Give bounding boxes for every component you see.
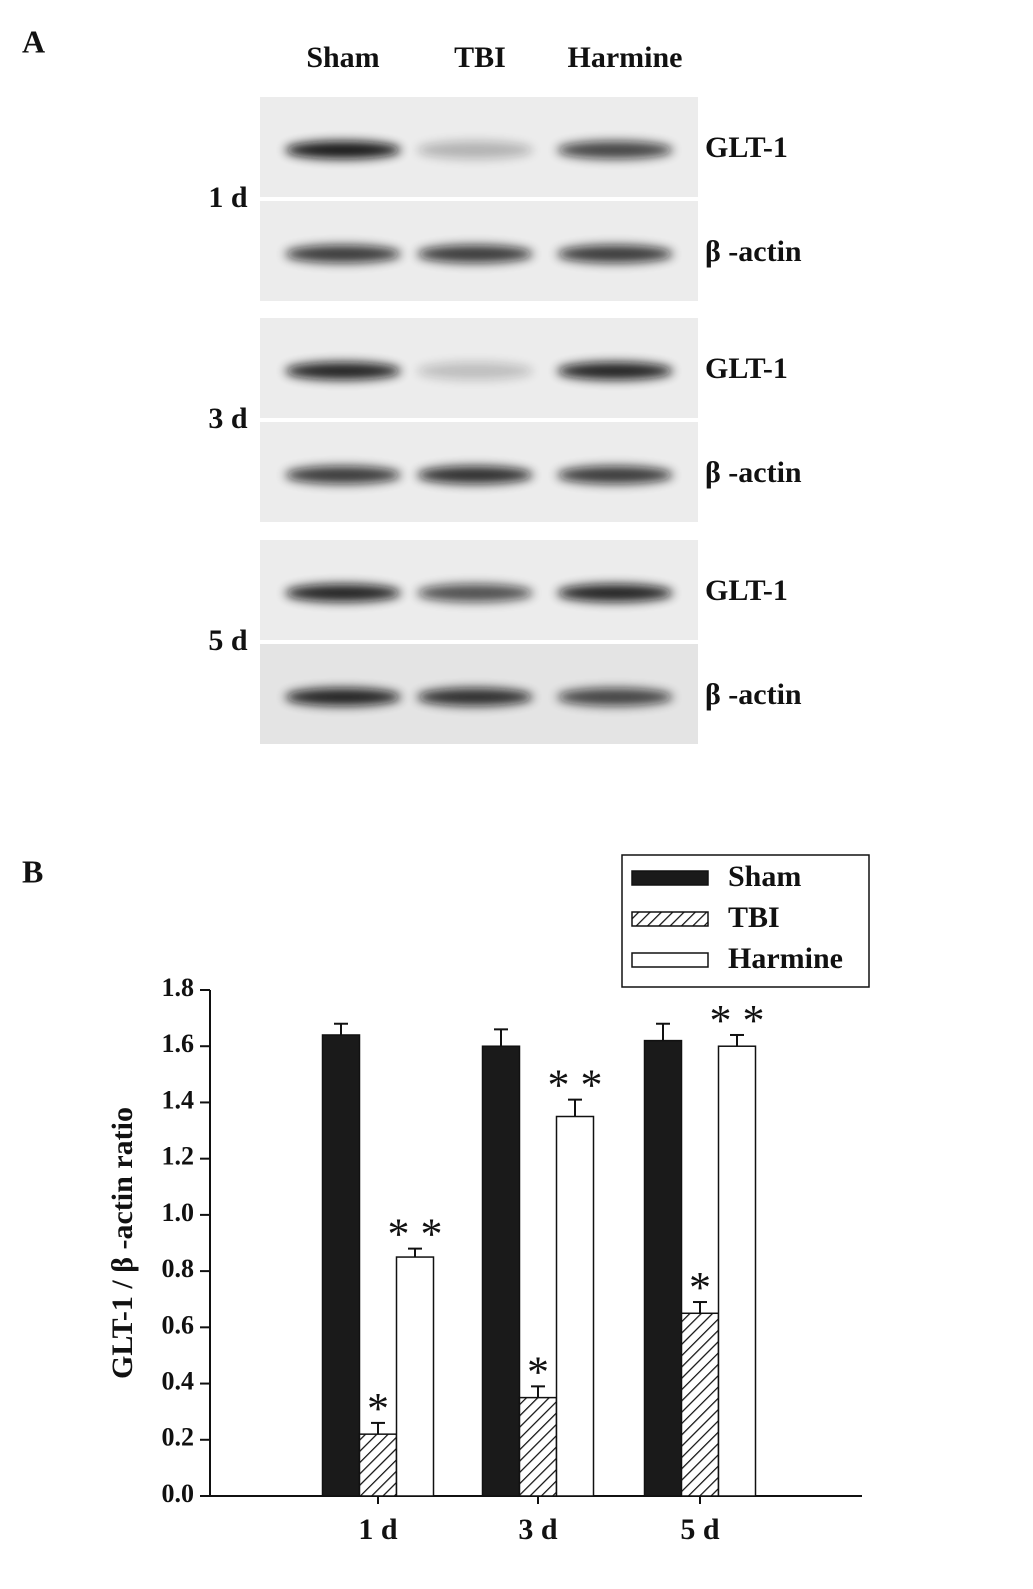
blot-band	[557, 688, 673, 706]
bar	[643, 1039, 683, 1497]
legend-label: TBI	[728, 901, 780, 934]
y-tick-label: 1.0	[162, 1198, 195, 1227]
blot-band	[557, 245, 673, 263]
legend-swatch	[631, 870, 709, 886]
protein-label: GLT-1	[705, 352, 788, 385]
y-tick-label: 0.2	[162, 1423, 195, 1452]
significance-mark: *	[689, 1263, 711, 1312]
y-tick-label: 1.4	[162, 1085, 195, 1114]
panel-label: B	[22, 853, 43, 889]
y-tick-label: 0.0	[162, 1479, 195, 1508]
legend-label: Harmine	[728, 942, 843, 975]
legend-swatch	[631, 952, 709, 968]
protein-label: β -actin	[705, 678, 802, 711]
blot-band	[557, 584, 673, 602]
protein-label: β -actin	[705, 235, 802, 268]
blot-band	[285, 362, 401, 380]
blot-band	[417, 245, 533, 263]
significance-mark: * *	[710, 996, 765, 1045]
y-tick-label: 0.4	[162, 1367, 195, 1396]
blot-band	[417, 584, 533, 602]
x-tick-label: 1 d	[358, 1513, 398, 1546]
significance-mark: *	[367, 1384, 389, 1433]
y-tick-label: 1.8	[162, 973, 195, 1002]
blot-band	[557, 466, 673, 484]
blot-band	[285, 688, 401, 706]
bar	[321, 1034, 361, 1497]
significance-mark: *	[527, 1347, 549, 1396]
timepoint-label: 3 d	[208, 402, 248, 435]
protein-label: GLT-1	[705, 131, 788, 164]
x-tick-label: 3 d	[518, 1513, 558, 1546]
blot-band	[417, 688, 533, 706]
bar	[717, 1045, 757, 1497]
y-tick-label: 0.6	[162, 1310, 195, 1339]
bar	[395, 1256, 435, 1497]
blot-band	[285, 141, 401, 159]
bar	[358, 1433, 398, 1497]
blot-band	[417, 141, 533, 159]
timepoint-label: 5 d	[208, 624, 248, 657]
y-axis-label: GLT-1 / β -actin ratio	[106, 1107, 139, 1379]
x-tick-label: 5 d	[680, 1513, 720, 1546]
blot-band	[417, 466, 533, 484]
lane-label: TBI	[454, 41, 506, 74]
blot-band	[285, 245, 401, 263]
y-tick-label: 1.2	[162, 1142, 195, 1171]
bar	[555, 1115, 595, 1497]
blot-band	[285, 584, 401, 602]
legend-label: Sham	[728, 860, 801, 893]
lane-label: Sham	[306, 41, 379, 74]
legend-swatch	[631, 911, 709, 927]
blot-band	[285, 466, 401, 484]
blot-band	[557, 362, 673, 380]
protein-label: GLT-1	[705, 574, 788, 607]
y-tick-label: 0.8	[162, 1254, 195, 1283]
protein-label: β -actin	[705, 456, 802, 489]
blot-band	[557, 141, 673, 159]
lane-label: Harmine	[568, 41, 683, 74]
y-tick-label: 1.6	[162, 1029, 195, 1058]
blot-band	[417, 362, 533, 380]
significance-mark: * *	[388, 1210, 443, 1259]
bar	[680, 1312, 720, 1497]
timepoint-label: 1 d	[208, 181, 248, 214]
significance-mark: * *	[548, 1061, 603, 1110]
bar	[518, 1396, 558, 1497]
panel-label: A	[22, 23, 45, 59]
bar	[481, 1045, 521, 1497]
